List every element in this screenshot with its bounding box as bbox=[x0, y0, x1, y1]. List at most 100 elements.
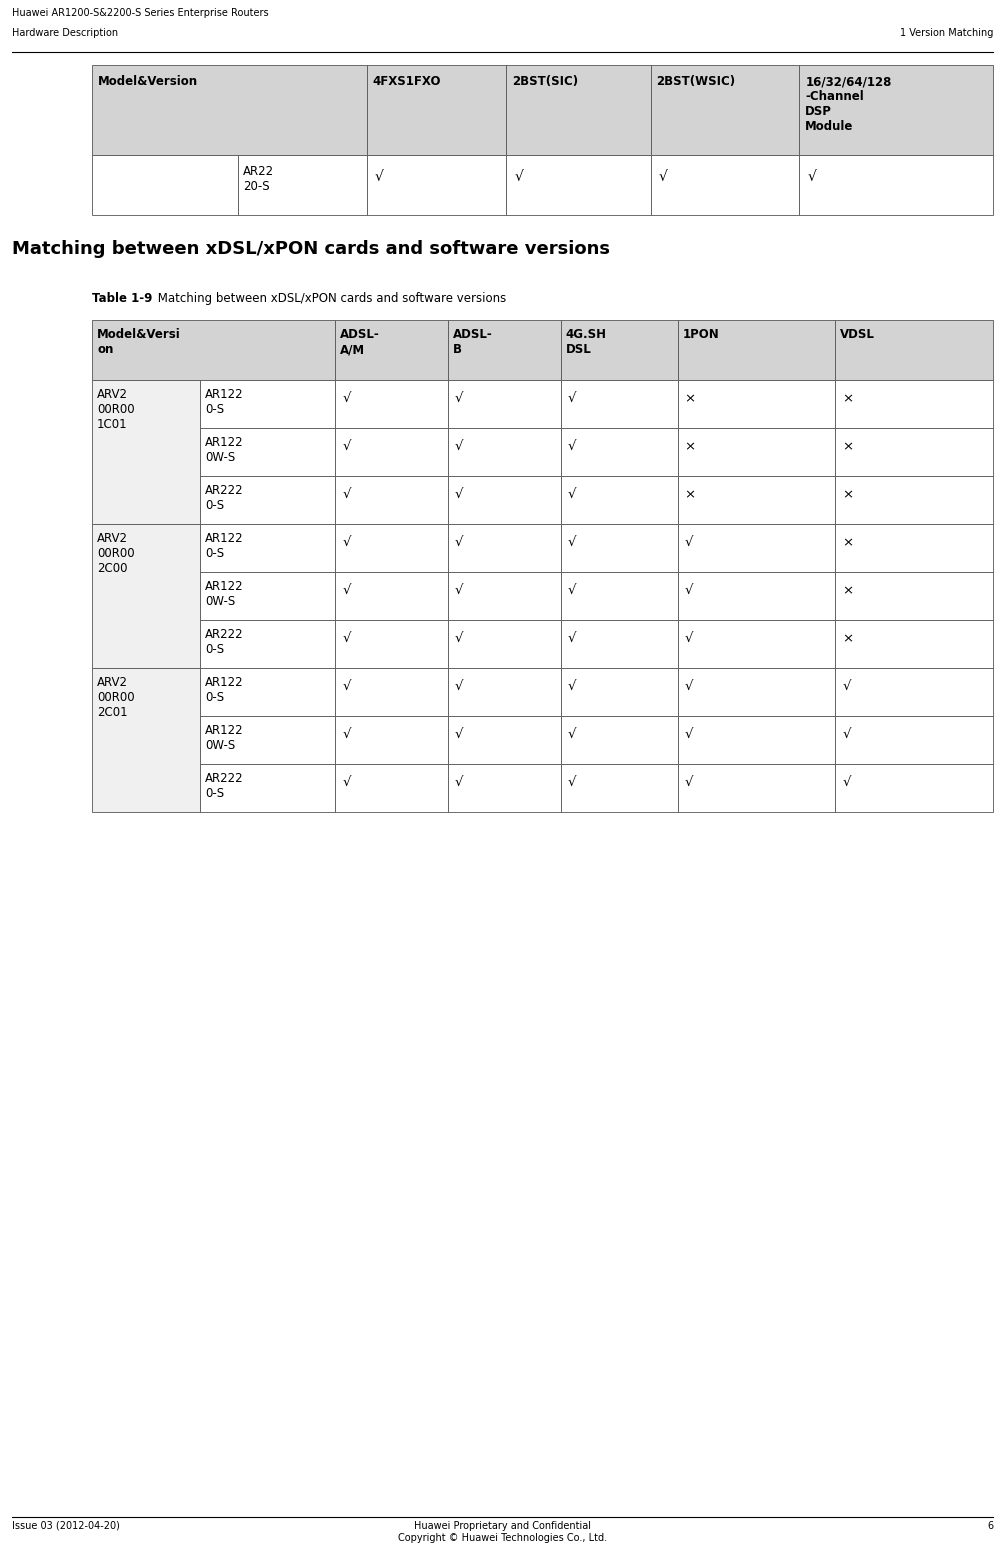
Text: √: √ bbox=[455, 776, 463, 790]
Bar bbox=[200, 428, 336, 476]
Bar bbox=[336, 572, 448, 621]
Bar bbox=[507, 64, 650, 155]
Bar bbox=[448, 523, 561, 572]
Text: √: √ bbox=[455, 487, 463, 501]
Text: √: √ bbox=[684, 776, 693, 790]
Bar bbox=[448, 668, 561, 716]
Bar bbox=[200, 716, 336, 765]
Bar bbox=[200, 765, 336, 812]
Text: √: √ bbox=[842, 729, 851, 741]
Text: AR22
20-S: AR22 20-S bbox=[242, 165, 273, 193]
Bar bbox=[561, 668, 677, 716]
Bar bbox=[677, 621, 835, 668]
Bar bbox=[367, 155, 507, 215]
Bar bbox=[561, 476, 677, 523]
Bar bbox=[336, 716, 448, 765]
Text: √: √ bbox=[343, 680, 351, 693]
Text: √: √ bbox=[684, 729, 693, 741]
Bar bbox=[448, 381, 561, 428]
Text: Model&Versi
on: Model&Versi on bbox=[97, 328, 181, 356]
Text: AR122
0-S: AR122 0-S bbox=[205, 389, 244, 415]
Bar bbox=[200, 572, 336, 621]
Text: ×: × bbox=[842, 584, 853, 597]
Bar bbox=[677, 523, 835, 572]
Text: Table 1-9: Table 1-9 bbox=[92, 291, 153, 306]
Text: Hardware Description: Hardware Description bbox=[12, 28, 119, 38]
Text: 4G.SH
DSL: 4G.SH DSL bbox=[566, 328, 607, 356]
Bar bbox=[835, 716, 993, 765]
Bar bbox=[336, 668, 448, 716]
Bar bbox=[92, 155, 237, 215]
Bar bbox=[92, 320, 336, 381]
Text: ×: × bbox=[842, 536, 853, 548]
Text: ARV2
00R00
1C01: ARV2 00R00 1C01 bbox=[97, 389, 135, 431]
Bar bbox=[448, 476, 561, 523]
Bar bbox=[835, 320, 993, 381]
Text: AR122
0W-S: AR122 0W-S bbox=[205, 724, 244, 752]
Text: √: √ bbox=[343, 729, 351, 741]
Bar bbox=[448, 428, 561, 476]
Bar bbox=[835, 381, 993, 428]
Bar bbox=[200, 668, 336, 716]
Bar bbox=[677, 428, 835, 476]
Bar bbox=[200, 621, 336, 668]
Text: Issue 03 (2012-04-20): Issue 03 (2012-04-20) bbox=[12, 1522, 120, 1531]
Bar bbox=[336, 381, 448, 428]
Text: √: √ bbox=[343, 536, 351, 548]
Bar bbox=[835, 572, 993, 621]
Bar bbox=[650, 155, 799, 215]
Bar bbox=[835, 428, 993, 476]
Text: √: √ bbox=[568, 584, 576, 597]
Text: 1PON: 1PON bbox=[682, 328, 720, 342]
Bar bbox=[448, 621, 561, 668]
Bar bbox=[561, 428, 677, 476]
Text: √: √ bbox=[375, 169, 384, 183]
Text: AR122
0W-S: AR122 0W-S bbox=[205, 436, 244, 464]
Text: √: √ bbox=[455, 392, 463, 404]
Bar bbox=[561, 716, 677, 765]
Text: √: √ bbox=[568, 776, 576, 790]
Text: ×: × bbox=[842, 632, 853, 646]
Bar bbox=[835, 765, 993, 812]
Text: √: √ bbox=[568, 632, 576, 646]
Bar bbox=[92, 381, 200, 523]
Bar bbox=[835, 621, 993, 668]
Bar bbox=[336, 765, 448, 812]
Text: AR122
0W-S: AR122 0W-S bbox=[205, 580, 244, 608]
Bar bbox=[507, 155, 650, 215]
Bar bbox=[200, 523, 336, 572]
Bar bbox=[561, 765, 677, 812]
Bar bbox=[835, 668, 993, 716]
Text: √: √ bbox=[807, 169, 816, 183]
Text: ×: × bbox=[842, 392, 853, 404]
Text: AR122
0-S: AR122 0-S bbox=[205, 675, 244, 704]
Text: √: √ bbox=[343, 487, 351, 501]
Bar bbox=[92, 668, 200, 812]
Bar bbox=[677, 381, 835, 428]
Text: AR222
0-S: AR222 0-S bbox=[205, 484, 244, 512]
Bar bbox=[237, 155, 367, 215]
Text: 16/32/64/128
-Channel
DSP
Module: 16/32/64/128 -Channel DSP Module bbox=[805, 75, 891, 133]
Bar bbox=[561, 320, 677, 381]
Bar bbox=[677, 765, 835, 812]
Text: ARV2
00R00
2C00: ARV2 00R00 2C00 bbox=[97, 533, 135, 575]
Text: Huawei AR1200-S&2200-S Series Enterprise Routers: Huawei AR1200-S&2200-S Series Enterprise… bbox=[12, 8, 268, 17]
Text: √: √ bbox=[343, 632, 351, 646]
Text: √: √ bbox=[455, 584, 463, 597]
Text: ×: × bbox=[684, 487, 695, 501]
Text: ARV2
00R00
2C01: ARV2 00R00 2C01 bbox=[97, 675, 135, 719]
Text: 1 Version Matching: 1 Version Matching bbox=[899, 28, 993, 38]
Text: √: √ bbox=[684, 632, 693, 646]
Text: √: √ bbox=[658, 169, 667, 183]
Bar bbox=[336, 476, 448, 523]
Text: √: √ bbox=[455, 680, 463, 693]
Text: √: √ bbox=[842, 680, 851, 693]
Bar bbox=[336, 428, 448, 476]
Text: 2BST(SIC): 2BST(SIC) bbox=[513, 75, 579, 88]
Text: AR122
0-S: AR122 0-S bbox=[205, 533, 244, 559]
Text: √: √ bbox=[455, 440, 463, 453]
Bar bbox=[336, 523, 448, 572]
Bar bbox=[92, 523, 200, 668]
Text: √: √ bbox=[343, 776, 351, 790]
Text: 2BST(WSIC): 2BST(WSIC) bbox=[656, 75, 736, 88]
